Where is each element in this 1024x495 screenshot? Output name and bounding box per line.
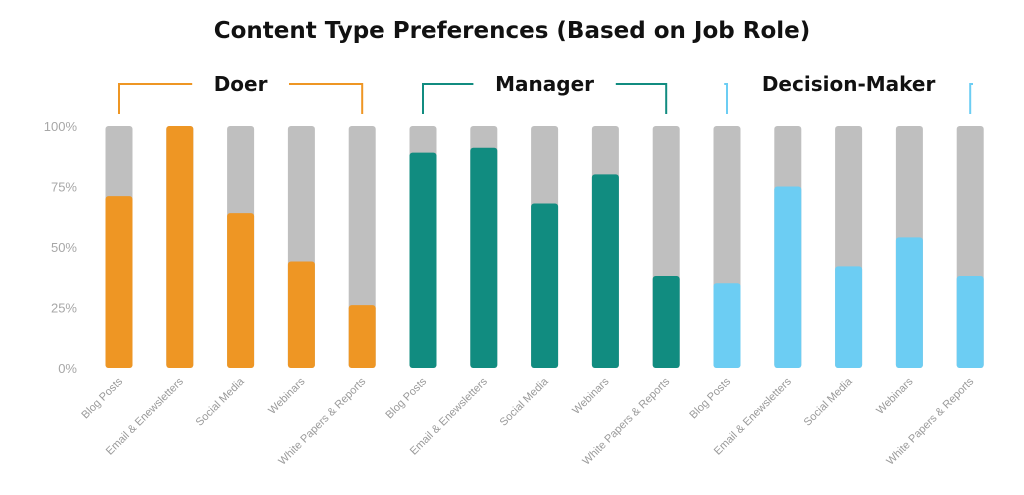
category-label: Social Media [498, 375, 552, 429]
group-label: Manager [495, 72, 594, 96]
bar-manager-4 [652, 276, 680, 368]
bar-doer-0 [105, 196, 133, 368]
bar-decision-maker-1 [774, 186, 802, 368]
bar-doer-3 [287, 261, 315, 368]
group-bracket-right [289, 83, 364, 114]
group-bracket-left [118, 83, 193, 114]
bar-manager-2 [531, 203, 559, 368]
bar-decision-maker-4 [956, 276, 984, 368]
group-bracket-right [615, 83, 668, 114]
chart-title: Content Type Preferences (Based on Job R… [213, 18, 811, 44]
category-label: Blog Posts [687, 375, 733, 421]
group-bracket-right [969, 83, 973, 114]
bar-manager-3 [591, 174, 619, 368]
group-label: Decision-Maker [762, 72, 936, 96]
category-label: Blog Posts [383, 375, 429, 421]
category-label: Social Media [194, 375, 248, 429]
category-label: Social Media [802, 375, 856, 429]
bar-doer-1 [166, 126, 194, 368]
bar-decision-maker-0 [713, 283, 741, 368]
y-tick-label: 50% [51, 240, 77, 255]
group-bracket-left [724, 83, 728, 114]
bar-doer-2 [227, 213, 255, 368]
category-label: Webinars [874, 375, 916, 417]
category-label: Blog Posts [79, 375, 125, 421]
y-tick-label: 0% [58, 361, 77, 376]
group-bracket-left [422, 83, 474, 114]
category-label: Webinars [266, 375, 308, 417]
bar-manager-1 [470, 147, 498, 368]
category-label: Webinars [570, 375, 612, 417]
bar-decision-maker-2 [835, 266, 863, 368]
y-tick-label: 25% [51, 301, 77, 316]
bar-doer-4 [348, 305, 376, 368]
y-tick-label: 75% [51, 180, 77, 195]
bar-decision-maker-3 [895, 237, 923, 368]
y-tick-label: 100% [44, 119, 78, 134]
bar-manager-0 [409, 152, 437, 368]
group-label: Doer [214, 72, 268, 96]
